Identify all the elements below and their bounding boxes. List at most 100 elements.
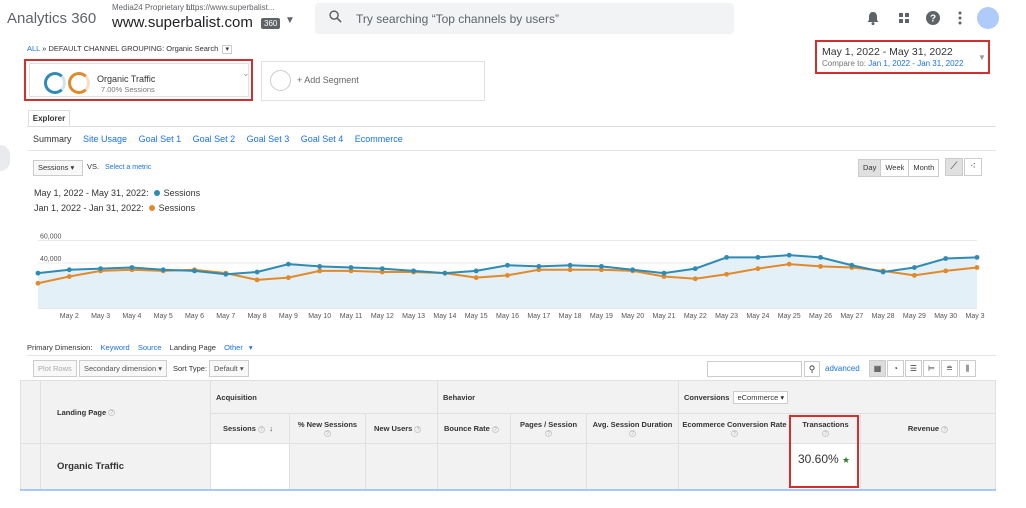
legend-item: May 1, 2022 - May 31, 2022: Sessions	[34, 188, 200, 198]
data-point	[786, 252, 792, 258]
column-avg-session-duration[interactable]: Avg. Session Duration?	[586, 413, 679, 444]
date-range-picker[interactable]: May 1, 2022 - May 31, 2022 Compare to: J…	[815, 40, 990, 74]
account-url[interactable]: https://www.superbalist...	[186, 3, 275, 12]
column-bounce-rate[interactable]: Bounce Rate ?	[437, 413, 511, 444]
help-icon[interactable]: ?	[491, 425, 499, 433]
table-cell	[210, 443, 290, 490]
360-badge: 360	[261, 18, 281, 29]
select-metric-link[interactable]: Select a metric	[105, 164, 152, 171]
help-icon[interactable]: ?	[731, 430, 738, 438]
column-pages-session[interactable]: Pages / Session?	[510, 413, 587, 444]
subtab-ecommerce[interactable]: Ecommerce	[354, 134, 403, 144]
segment-card: Organic Traffic 7.00% Sessions ⌄	[29, 63, 250, 97]
dimension-keyword[interactable]: Keyword	[100, 343, 130, 352]
metric-selector[interactable]: Sessions ▾	[33, 160, 83, 176]
secondary-dimension-select[interactable]: Secondary dimension ▾	[79, 360, 167, 377]
sort-type-select[interactable]: Default ▾	[209, 360, 249, 377]
data-point	[254, 277, 260, 283]
chevron-down-icon[interactable]: ▼	[285, 15, 295, 26]
help-icon[interactable]: ?	[545, 430, 552, 438]
sort-arrow-icon[interactable]: ↓	[269, 424, 273, 433]
motion-chart-icon[interactable]: ⁖	[964, 158, 982, 176]
column-new-sessions[interactable]: % New Sessions?	[289, 413, 366, 444]
secondary-dimension-label: Secondary dimension	[84, 364, 157, 373]
term-cloud-icon[interactable]: ≘	[941, 360, 958, 377]
help-icon[interactable]: ?	[414, 425, 422, 433]
select-all-cell[interactable]	[20, 380, 41, 444]
apps-icon[interactable]	[896, 10, 912, 26]
data-point	[536, 267, 542, 273]
property-selector[interactable]: www.superbalist.com	[112, 14, 253, 31]
line-chart-icon[interactable]: ⟋	[945, 158, 963, 176]
empty-segment-icon	[270, 70, 291, 91]
avatar[interactable]	[977, 7, 999, 29]
granularity-month[interactable]: Month	[913, 163, 935, 172]
account-name[interactable]: Media24 Proprietary Li...	[112, 3, 200, 12]
x-tick-label: May 14	[433, 313, 456, 320]
chevron-down-icon[interactable]: ▾	[248, 343, 253, 352]
segment-ring-icon	[68, 72, 90, 94]
plot-rows-button[interactable]: Plot Rows	[33, 360, 77, 377]
segment-title: Organic Traffic	[97, 74, 156, 84]
sidebar-toggle[interactable]	[0, 145, 10, 171]
data-point	[66, 274, 72, 279]
date-range-compare: Compare to: Jan 1, 2022 - Jan 31, 2022	[822, 59, 963, 68]
x-tick-label: May 19	[590, 313, 613, 320]
segment-organic-traffic[interactable]: Organic Traffic 7.00% Sessions ⌄	[24, 59, 253, 101]
subtab-summary[interactable]: Summary	[33, 134, 72, 144]
column-ecommerce-conversion-rate[interactable]: Ecommerce Conversion Rate?	[678, 413, 791, 444]
chevron-down-icon[interactable]: ⌄	[242, 68, 250, 78]
granularity-day[interactable]: Day	[859, 160, 882, 176]
search-icon[interactable]: ⚲	[804, 361, 820, 377]
table-cell	[20, 443, 41, 490]
column-revenue[interactable]: Revenue ?	[860, 413, 996, 444]
subtab-goal-set-2[interactable]: Goal Set 2	[192, 134, 236, 144]
data-point	[661, 274, 667, 279]
subtab-site-usage[interactable]: Site Usage	[83, 134, 128, 144]
column-transactions[interactable]: Transactions?	[790, 413, 861, 444]
table-view-icon[interactable]: ▦	[869, 360, 886, 377]
help-icon[interactable]: ?	[324, 430, 331, 438]
advanced-filter-link[interactable]: advanced	[825, 364, 860, 373]
subtab-goal-set-3[interactable]: Goal Set 3	[246, 134, 290, 144]
landing-page-header[interactable]: Landing Page ?	[40, 380, 211, 444]
data-point	[692, 266, 698, 272]
comparison-view-icon[interactable]: ⊨	[923, 360, 940, 377]
search-input[interactable]: Try searching “Top channels by users”	[315, 3, 734, 34]
tab-explorer[interactable]: Explorer	[28, 110, 70, 127]
help-icon[interactable]: ?	[629, 430, 636, 438]
dimension-source[interactable]: Source	[137, 343, 162, 352]
add-segment-button[interactable]: + Add Segment	[261, 61, 485, 101]
more-icon[interactable]	[952, 10, 968, 26]
pie-view-icon[interactable]: ◔	[887, 360, 904, 377]
table-search-input[interactable]	[707, 361, 802, 377]
subtab-goal-set-4[interactable]: Goal Set 4	[300, 134, 344, 144]
subtab-goal-set-1[interactable]: Goal Set 1	[138, 134, 182, 144]
legend-item: Jan 1, 2022 - Jan 31, 2022: Sessions	[34, 203, 195, 213]
product-name[interactable]: Analytics 360	[7, 10, 97, 27]
help-icon[interactable]: ?	[822, 430, 829, 438]
data-point	[724, 254, 729, 260]
compare-label: Compare to:	[822, 59, 867, 68]
pivot-view-icon[interactable]: ⫼	[959, 360, 976, 377]
legend-metric: Sessions	[163, 188, 201, 198]
help-icon[interactable]: ?	[925, 10, 941, 26]
breadcrumb-all[interactable]: ALL	[27, 44, 41, 53]
divider	[27, 355, 996, 356]
data-point	[536, 263, 542, 269]
data-point	[567, 267, 573, 273]
dimension-landing-page[interactable]: Landing Page	[169, 343, 216, 352]
dimension-other[interactable]: Other	[224, 343, 243, 352]
bell-icon[interactable]	[865, 10, 881, 26]
performance-view-icon[interactable]: ☰	[905, 360, 922, 377]
column-label: Sessions	[223, 424, 256, 433]
help-icon[interactable]: ?	[108, 409, 116, 417]
x-tick-label: May 8	[248, 313, 267, 320]
chevron-down-icon[interactable]: ▾	[222, 45, 232, 54]
conversions-select[interactable]: eCommerce ▾	[733, 390, 789, 404]
help-icon[interactable]: ?	[941, 425, 949, 433]
granularity-week[interactable]: Week	[881, 160, 910, 176]
column-new-users[interactable]: New Users ?	[365, 413, 438, 444]
help-icon[interactable]: ?	[258, 425, 266, 433]
column-sessions[interactable]: Sessions ? ↓	[210, 413, 290, 444]
